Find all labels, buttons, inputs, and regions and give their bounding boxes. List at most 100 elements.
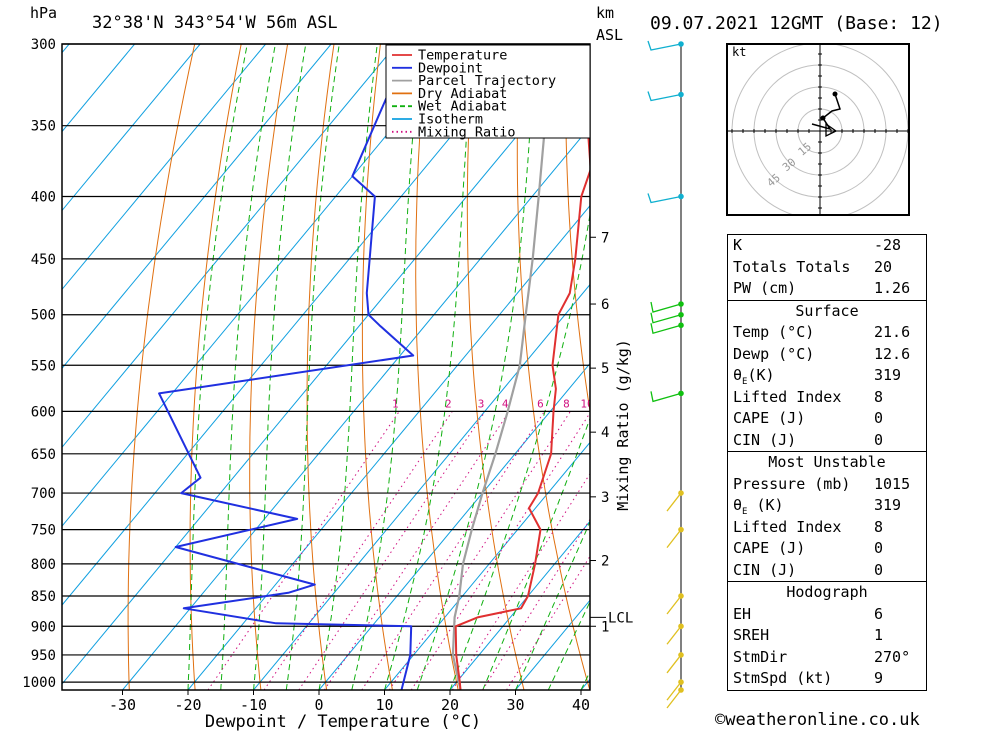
mu-pressure-row: Pressure (mb) 1015 (728, 474, 926, 496)
asl-label: ASL (596, 26, 624, 44)
isotherm-line (62, 44, 529, 606)
mu-lifted-label: Lifted Index (733, 517, 842, 536)
km-tick-label: 6 (601, 297, 609, 313)
mu-theta-label: θ (733, 496, 743, 514)
isotherm-line (384, 441, 590, 690)
wet-adiabat-line (515, 520, 590, 690)
mu-cin-value: 0 (874, 560, 884, 579)
surface-theta-row: θE(K) 319 (728, 365, 926, 387)
mu-cape-label: CAPE (J) (733, 539, 806, 557)
temperature-tick-label: -20 (174, 696, 201, 714)
totals-label: Totals Totals (733, 257, 851, 276)
surface-cin-label: CIN (J) (733, 430, 797, 449)
surface-section: Surface Temp (°C) 21.6 Dewp (°C) 12.6 θE(K… (728, 299, 926, 452)
wet-adiabat-line (547, 600, 590, 690)
hodograph-title: Hodograph (786, 583, 868, 601)
pressure-tick-label: 900 (31, 619, 56, 635)
pressure-tick-label: 950 (31, 648, 56, 664)
sreh-label: SREH (733, 626, 770, 644)
wet-adiabat-line (318, 44, 378, 690)
pressure-tick-label: 750 (31, 523, 56, 539)
isotherm-line (62, 44, 136, 133)
totals-value: 20 (874, 257, 893, 276)
wet-adiabat-line (220, 44, 276, 690)
legend-entry-label: Dry Adiabat (418, 86, 507, 102)
wind-barb (666, 625, 682, 645)
surface-cape-value: 0 (874, 409, 884, 427)
storm-motion-arrow (825, 122, 838, 138)
isotherm-line (62, 44, 267, 291)
surface-theta-sub: E (742, 377, 748, 387)
surface-cin-value: 0 (874, 430, 884, 449)
mixing-ratio-label: 10 (580, 397, 593, 410)
hodograph-ring-label: 15 (796, 140, 815, 158)
surface-dewp-row: Dewp (°C) 12.6 (728, 344, 926, 366)
isotherm-line (62, 44, 332, 370)
temperature-tick-label: 0 (314, 696, 323, 714)
isotherm-line (62, 44, 463, 527)
legend-entry-label: Parcel Trajectory (418, 73, 556, 89)
wind-barb (650, 312, 682, 324)
indices-table: K -28 Totals Totals 20 PW (cm) 1.26 Surface… (727, 234, 927, 691)
k-index-row: K -28 (728, 235, 926, 257)
pw-row: PW (cm) 1.26 (728, 278, 926, 300)
wet-adiabat-line (351, 44, 422, 690)
wet-adiabat-line (187, 44, 248, 690)
dry-adiabat-line (984, 44, 1000, 690)
temperature-tick-label: 20 (441, 696, 459, 714)
temperature-tick-label: 30 (506, 696, 524, 714)
pressure-unit-label: hPa (30, 4, 58, 22)
wind-barb (666, 654, 682, 674)
isotherm-line (122, 125, 590, 690)
k-index-value: -28 (874, 236, 902, 254)
hodograph-point (820, 115, 826, 121)
mu-pressure-label: Pressure (mb) (733, 474, 851, 493)
pressure-tick-label: 1000 (22, 675, 56, 691)
wind-barb (647, 91, 682, 102)
temperature-tick-label: -30 (109, 696, 136, 714)
mixing-ratio-line (451, 472, 590, 690)
eh-row: EH 6 (728, 604, 926, 626)
surface-lifted-row: Lifted Index 8 (728, 387, 926, 409)
pressure-tick-label: 850 (31, 589, 56, 605)
sreh-row: SREH 1 (728, 625, 926, 647)
mixing-ratio-label: 2 (445, 397, 452, 410)
dewpoint-line (158, 44, 415, 690)
isotherm-line (253, 283, 590, 690)
mixing-ratio-line (323, 411, 510, 690)
temperature-tick-label: -10 (240, 696, 267, 714)
km-unit-label: km (596, 4, 615, 22)
wind-barb (666, 529, 682, 549)
hodograph-ring-label: 45 (764, 171, 783, 189)
dry-adiabat-line (937, 44, 1000, 690)
wind-barb (666, 681, 682, 701)
pressure-tick-label: 550 (31, 358, 56, 374)
mu-lifted-value: 8 (874, 517, 884, 536)
surface-lifted-label: Lifted Index (733, 387, 842, 406)
pressure-tick-label: 450 (31, 252, 56, 268)
surface-lifted-value: 8 (874, 387, 884, 406)
wet-adiabat-line (285, 44, 340, 690)
mixing-ratio-label: 3 (478, 397, 485, 410)
wet-adiabat-line (416, 44, 537, 690)
lcl-label: LCL (608, 610, 633, 626)
mixing-ratio-label: 4 (502, 397, 509, 410)
stmspd-row: StmSpd (kt) 9 (728, 668, 926, 690)
surface-title: Surface (795, 301, 859, 320)
mixing-ratio-line (388, 411, 571, 690)
pressure-tick-label: 350 (31, 119, 56, 135)
mu-theta-value: 319 (874, 496, 902, 514)
mu-cin-label: CIN (J) (733, 560, 797, 579)
km-tick-label: 2 (601, 554, 609, 570)
credit-link[interactable]: ©weatheronline.co.uk (715, 710, 920, 730)
totals-row: Totals Totals 20 (728, 257, 926, 279)
wind-barb (647, 193, 682, 204)
hodograph-ring-label: 30 (780, 156, 799, 174)
datetime-title: 09.07.2021 12GMT (Base: 12) (650, 13, 943, 34)
isotherm-line (62, 47, 590, 685)
wet-adiabat-line (253, 44, 307, 690)
eh-label: EH (733, 604, 752, 623)
km-tick-label: 1 (601, 619, 609, 635)
mu-cape-row: CAPE (J) 0 (728, 538, 926, 560)
